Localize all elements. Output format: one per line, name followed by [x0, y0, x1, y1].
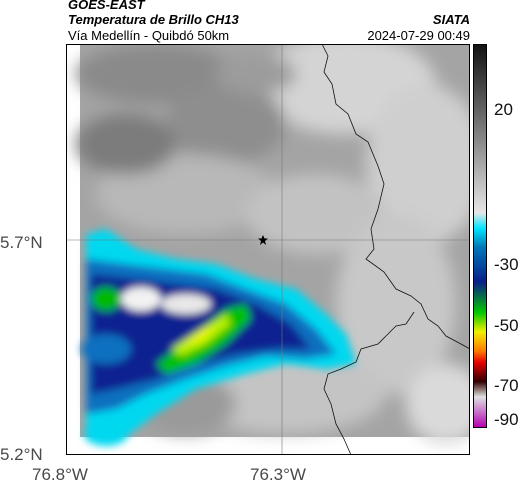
lon-tick-label: 76.3°W [250, 465, 306, 484]
cold-cloud-tops [81, 229, 356, 446]
datetime-label: 2024-07-29 00:49 [367, 28, 470, 43]
product-title: Temperatura de Brillo CH13 [68, 12, 239, 27]
colorbar-label: -70 [494, 376, 519, 395]
satellite-map [66, 44, 470, 455]
colorbar-ramp [473, 44, 487, 428]
colorbar [473, 44, 487, 428]
satellite-title: GOES-EAST [68, 0, 145, 12]
lat-tick-label: 5.2°N [0, 445, 43, 464]
colorbar-label: 20 [494, 100, 513, 119]
route-subtitle: Vía Medellín - Quibdó 50km [68, 28, 230, 43]
border-line-south [323, 311, 415, 455]
colorbar-label: -50 [494, 316, 519, 335]
colorbar-label: -90 [494, 410, 519, 429]
map-frame [66, 44, 470, 455]
star-icon [258, 235, 268, 245]
colorbar-label: -30 [494, 255, 519, 274]
lon-tick-label: 76.8°W [32, 465, 88, 484]
map-svg [66, 44, 470, 455]
border-line-east [321, 44, 470, 350]
org-label: SIATA [432, 12, 470, 27]
lat-tick-label: 5.7°N [0, 233, 43, 252]
